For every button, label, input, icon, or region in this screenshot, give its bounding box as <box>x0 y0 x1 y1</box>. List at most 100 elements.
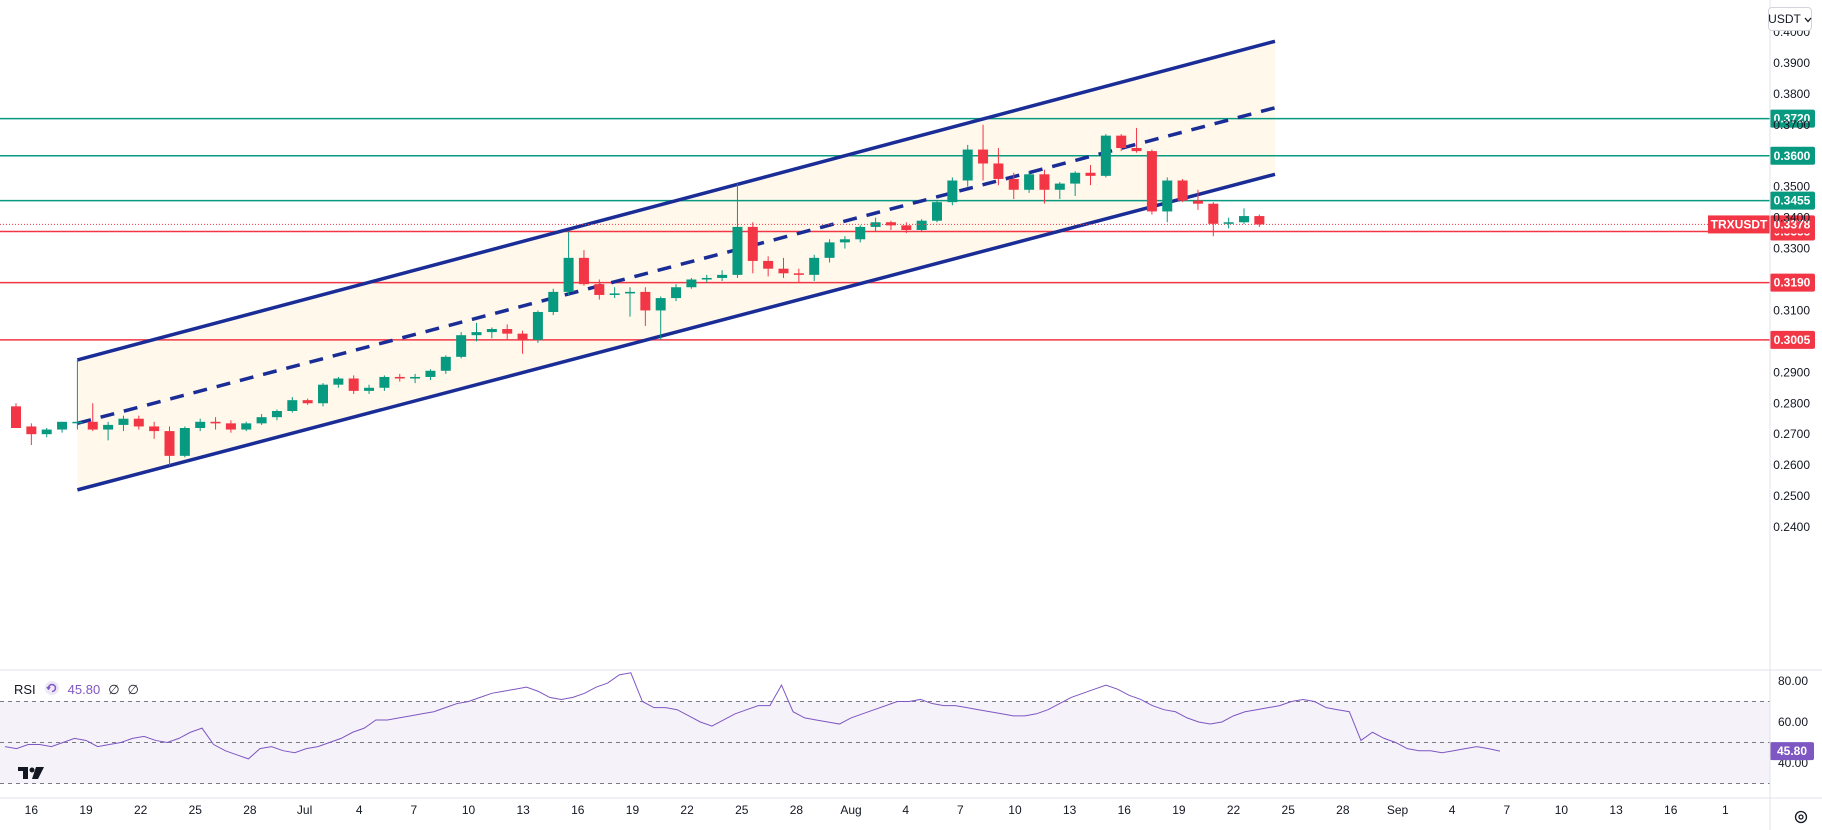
candle-body <box>486 329 497 333</box>
level-label: 0.3600 <box>1774 149 1811 163</box>
level-badge <box>1770 191 1815 210</box>
candle-body <box>26 426 37 435</box>
date-tick: 22 <box>134 803 148 817</box>
rsi-value: 45.80 <box>67 682 101 697</box>
date-tick: 13 <box>516 803 530 817</box>
candle-body <box>901 225 912 230</box>
date-tick: 4 <box>1449 803 1456 817</box>
date-tick: 19 <box>626 803 640 817</box>
date-tick: 25 <box>189 803 203 817</box>
rsi-value-badge <box>1770 742 1814 761</box>
candle-body <box>717 274 728 278</box>
candle-body <box>870 222 881 227</box>
last-price-line: TRXUSDT 0.3378 <box>0 215 1815 234</box>
candle-body <box>578 257 589 285</box>
candle-body <box>179 428 190 456</box>
candle-body <box>133 418 144 427</box>
candle-body <box>1162 180 1173 212</box>
candle-body <box>379 376 390 388</box>
candle-body <box>732 226 743 275</box>
candle-body <box>532 311 543 340</box>
gear-icon[interactable] <box>1790 806 1812 828</box>
candle-body <box>1239 216 1249 223</box>
candle-body <box>1254 216 1265 225</box>
price-tick: 0.2500 <box>1773 489 1810 503</box>
rsi-value-badge-label: 45.80 <box>1777 744 1807 758</box>
candle-body <box>256 417 267 424</box>
date-tick: 13 <box>1609 803 1623 817</box>
price-tick: 0.3800 <box>1773 87 1810 101</box>
level-badge <box>1770 146 1815 165</box>
candle-body <box>410 376 421 379</box>
candle-body <box>225 423 236 430</box>
date-tick: Jul <box>297 803 312 817</box>
date-tick: 1 <box>1722 803 1729 817</box>
candle-body <box>318 384 328 404</box>
rsi-label: RSI <box>14 682 36 697</box>
candle-body <box>502 329 513 334</box>
candle-body <box>609 293 620 295</box>
date-tick: 22 <box>1227 803 1241 817</box>
candle-body <box>195 421 206 428</box>
candle-body <box>1039 174 1050 190</box>
date-tick: 10 <box>1555 803 1569 817</box>
channel-lines <box>76 39 1276 492</box>
date-tick: 4 <box>356 803 363 817</box>
candle-body <box>118 418 129 425</box>
candle-body <box>57 421 68 430</box>
candle-body <box>348 378 359 391</box>
candle-body <box>241 423 252 430</box>
candle-body <box>149 426 160 432</box>
rsi-extra-2: ∅ <box>127 681 139 697</box>
candle-body <box>594 284 605 295</box>
level-label: 0.3190 <box>1774 276 1811 290</box>
date-tick: 4 <box>902 803 909 817</box>
candle-body <box>1177 180 1188 201</box>
candle-body <box>885 222 896 226</box>
level-label: 0.3720 <box>1774 112 1811 126</box>
candle-body <box>671 287 682 299</box>
candle-body <box>1085 172 1096 176</box>
candle-body <box>947 180 958 203</box>
candle-body <box>11 406 21 428</box>
candle-body <box>640 291 651 311</box>
candle-body <box>1116 135 1127 149</box>
price-tick: 0.3400 <box>1773 211 1810 225</box>
currency-button[interactable]: USDT <box>1768 7 1812 31</box>
date-tick: 16 <box>1664 803 1678 817</box>
price-tick: 0.2400 <box>1773 520 1810 534</box>
lower-channel-line <box>76 172 1276 492</box>
tradingview-logo-icon[interactable] <box>18 765 48 786</box>
candle-body <box>747 226 758 261</box>
candle-body <box>425 370 436 377</box>
candle-body <box>333 378 344 385</box>
channel-area <box>77 41 1275 490</box>
date-tick: 19 <box>79 803 93 817</box>
refresh-icon[interactable] <box>44 680 60 699</box>
candle-body <box>962 149 973 181</box>
date-tick: 25 <box>735 803 749 817</box>
candle-body <box>993 163 1004 179</box>
candle-body <box>978 149 989 164</box>
price-tick: 0.2900 <box>1773 365 1810 379</box>
candle-body <box>164 431 175 456</box>
last-price-label: 0.3378 <box>1774 217 1811 231</box>
candles <box>11 124 1265 466</box>
candle-body <box>456 335 467 357</box>
rsi-tick: 80.00 <box>1778 674 1808 688</box>
candle-body <box>778 268 789 274</box>
date-tick: 16 <box>571 803 585 817</box>
date-tick: 7 <box>957 803 964 817</box>
symbol-badge <box>1708 215 1770 234</box>
date-tick: Sep <box>1387 803 1409 817</box>
candle-body <box>793 273 804 275</box>
candle-body <box>916 220 927 230</box>
candle-body <box>103 424 114 430</box>
last-price-badge <box>1770 215 1815 234</box>
date-tick: 16 <box>1118 803 1132 817</box>
candle-body <box>394 376 405 379</box>
rsi-legend: RSI 45.80 ∅ ∅ <box>14 680 139 699</box>
date-tick: 19 <box>1172 803 1186 817</box>
price-tick: 0.3300 <box>1773 242 1810 256</box>
